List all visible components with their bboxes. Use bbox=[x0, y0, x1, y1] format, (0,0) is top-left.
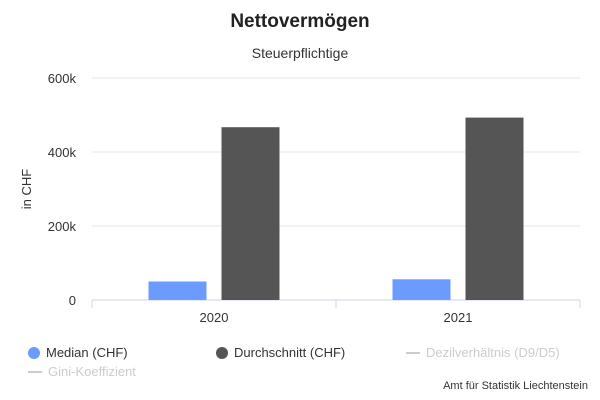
legend-label-median: Median (CHF) bbox=[46, 345, 128, 360]
legend-item-durchschnitt[interactable]: Durchschnitt (CHF) bbox=[216, 345, 345, 360]
y-tick-label: 0 bbox=[69, 293, 76, 308]
legend-label-gini: Gini-Koeffizient bbox=[48, 364, 136, 379]
y-tick-label: 400k bbox=[48, 145, 77, 160]
y-axis-label: in CHF bbox=[19, 169, 34, 210]
bar-durchschnitt-2020[interactable] bbox=[221, 127, 280, 301]
y-tick-label: 200k bbox=[48, 219, 77, 234]
x-tick-label: 2021 bbox=[444, 310, 473, 325]
gini-line-icon bbox=[28, 370, 42, 373]
median-dot-icon bbox=[28, 346, 40, 359]
credits[interactable]: Amt für Statistik Liechtenstein bbox=[443, 380, 588, 392]
dezil-line-icon bbox=[406, 351, 420, 354]
x-tick-label: 2020 bbox=[200, 310, 229, 325]
durchschnitt-dot-icon bbox=[216, 346, 228, 359]
bar-durchschnitt-2021[interactable] bbox=[465, 117, 524, 300]
legend-label-dezil: Dezilverhältnis (D9/D5) bbox=[426, 345, 560, 360]
legend-item-median[interactable]: Median (CHF) bbox=[28, 345, 128, 360]
bars bbox=[148, 117, 524, 301]
y-tick-label: 600k bbox=[48, 71, 77, 86]
chart-title: Nettovermögen bbox=[230, 11, 369, 32]
legend-label-durchschnitt: Durchschnitt (CHF) bbox=[234, 345, 346, 360]
x-axis-ticks: 2020 2021 bbox=[91, 300, 581, 325]
legend-item-gini[interactable]: Gini-Koeffizient bbox=[28, 364, 136, 379]
bar-median-2021[interactable] bbox=[392, 279, 451, 300]
chart-subtitle: Steuerpflichtige bbox=[252, 45, 349, 61]
bar-median-2020[interactable] bbox=[148, 281, 207, 301]
legend-item-dezilverhaeltnis[interactable]: Dezilverhältnis (D9/D5) bbox=[406, 345, 560, 360]
y-axis-ticks: 0 200k 400k 600k bbox=[48, 71, 77, 308]
